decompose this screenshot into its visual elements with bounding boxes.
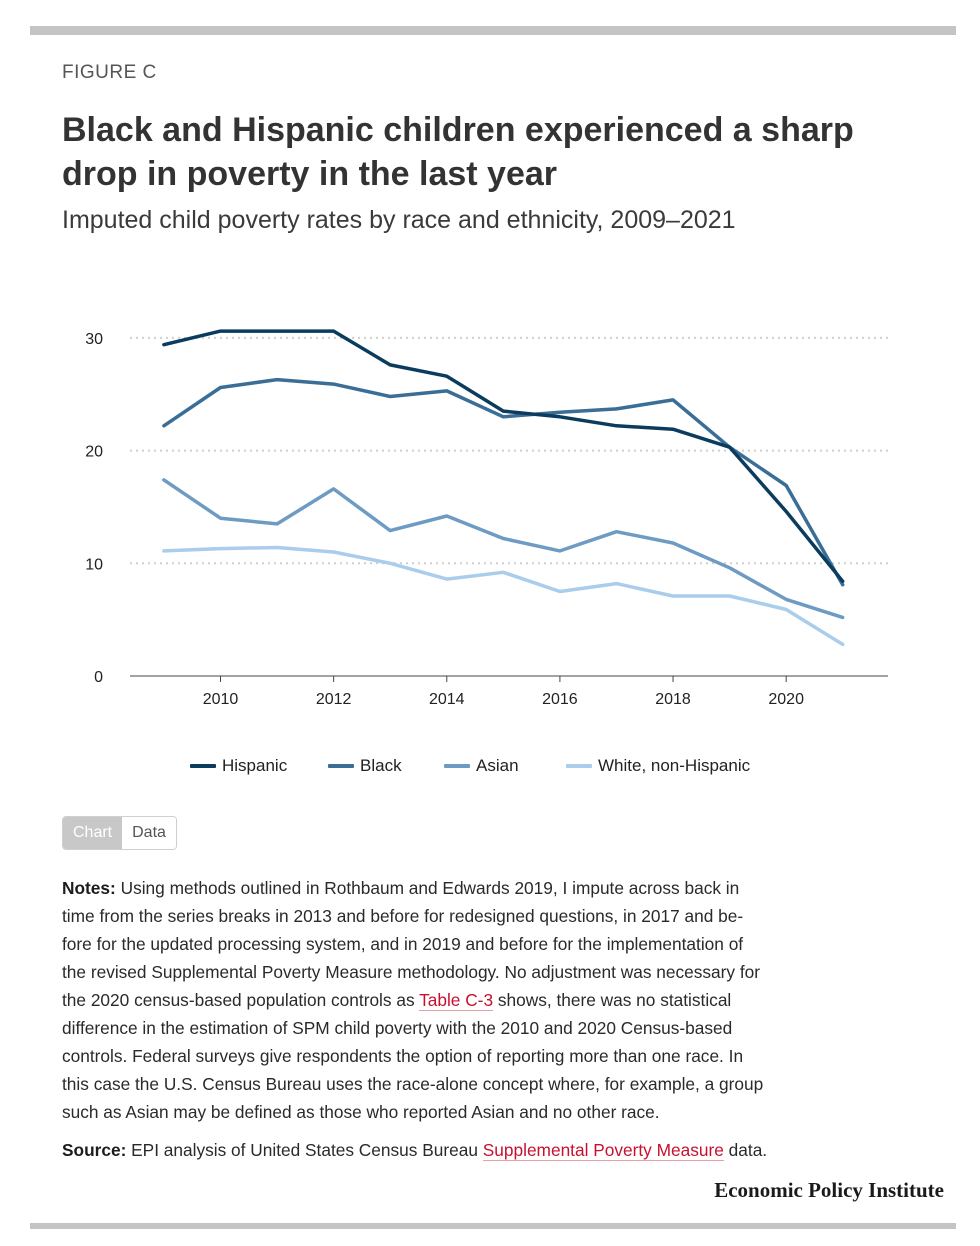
notes-line: the 2020 census-based population control… [62,986,942,1014]
notes-line: fore for the updated processing system, … [62,934,744,954]
notes-line: this case the U.S. Census Bureau uses th… [62,1074,764,1094]
legend-label-hispanic: Hispanic [222,756,288,775]
series-line-asian [162,478,845,620]
legend-item-hispanic: Hispanic [190,756,287,776]
chart-data-toggle: Chart Data [62,816,177,850]
source-text: data. [728,1140,768,1160]
x-tick-label: 2018 [655,691,691,708]
legend-swatch-asian [444,764,470,768]
chart-tab[interactable]: Chart [63,817,123,849]
legend-item-white: White, non-Hispanic [566,756,750,776]
table-c3-link[interactable]: Table C-3 [419,990,494,1011]
notes-text: the 2020 census-based population control… [62,990,415,1010]
source-text: EPI analysis of United States Census Bur… [131,1140,478,1160]
series-line-hispanic [162,329,845,584]
y-tick-label: 10 [85,556,103,573]
chart-legend: Hispanic Black Asian White, non-Hispanic [0,756,980,784]
series-line-white [162,545,845,647]
bottom-rule [30,1223,956,1229]
spm-link[interactable]: Supplemental Poverty Measure [482,1140,724,1161]
legend-label-black: Black [360,756,402,775]
epi-logo: Economic Policy Institute [714,1178,944,1202]
figure-subtitle: Imputed child poverty rates by race and … [62,206,736,234]
notes: Notes: Using methods outlined in Rothbau… [62,874,942,1126]
legend-label-asian: Asian [476,756,519,775]
top-rule [30,26,956,35]
legend-label-white: White, non-Hispanic [598,756,751,775]
figure-title: Black and Hispanic children experienced … [62,111,854,193]
notes-line: difference in the estimation of SPM chil… [62,1018,733,1038]
legend-swatch-hispanic [190,764,216,768]
notes-line: time from the series breaks in 2013 and … [62,906,744,926]
source: Source: EPI analysis of United States Ce… [62,1136,767,1164]
x-tick-label: 2016 [542,691,578,708]
source-label: Source: [62,1140,127,1160]
notes-line: such as Asian may be defined as those wh… [62,1102,660,1122]
y-tick-label: 20 [85,444,103,461]
notes-text: Using methods outlined in Rothbaum and E… [120,878,740,898]
notes-line: controls. Federal surveys give responden… [62,1046,744,1066]
y-tick-label: 0 [94,669,103,686]
data-tab[interactable]: Data [122,817,176,849]
legend-swatch-white [566,764,592,768]
legend-swatch-black [328,764,354,768]
notes-line: the revised Supplemental Poverty Measure… [62,962,760,982]
y-tick-label: 30 [85,331,103,348]
notes-label: Notes: [62,878,116,898]
figure-label: FIGURE C [62,62,157,83]
line-chart: 0 10 20 30 2010 2012 2014 2016 2018 2020 [85,329,888,708]
x-tick-label: 2012 [316,691,352,708]
notes-text: shows, there was no statistical [497,990,732,1010]
x-tick-label: 2020 [768,691,804,708]
x-tick-label: 2010 [203,691,239,708]
legend-item-asian: Asian [444,756,519,776]
legend-item-black: Black [328,756,402,776]
notes-line: Notes: Using methods outlined in Rothbau… [62,874,942,902]
x-tick-label: 2014 [429,691,465,708]
